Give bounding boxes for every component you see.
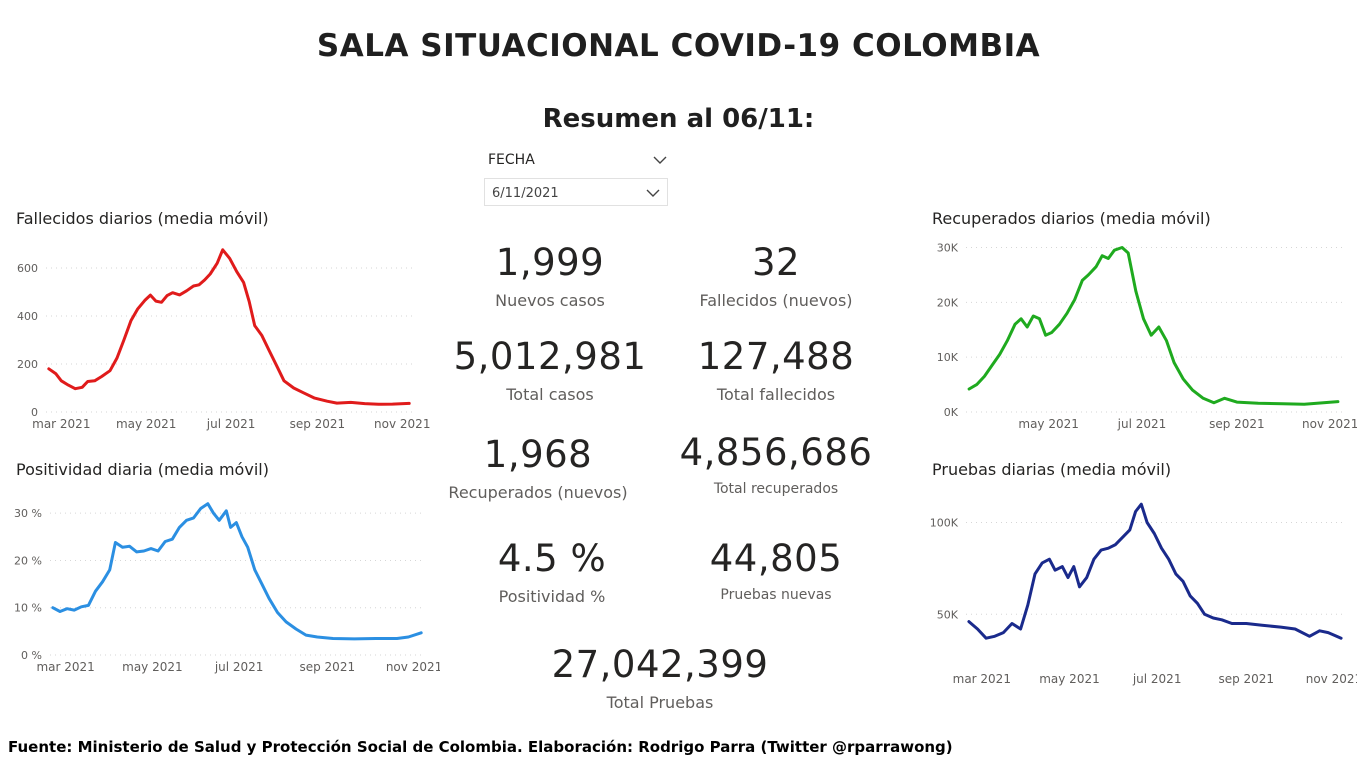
kpi-label: Total casos [506,385,594,404]
x-tick-label: nov 2021 [1306,672,1357,686]
x-tick-label: sep 2021 [1209,417,1265,431]
chart-title-positividad: Positividad diaria (media móvil) [16,460,269,479]
kpi-value: 127,488 [697,335,855,378]
x-tick-label: nov 2021 [386,660,440,674]
kpi-label: Positividad % [498,587,606,606]
y-tick-label: 600 [17,262,38,275]
y-tick-label: 0 [31,406,38,419]
kpi-label: Pruebas nuevas [720,587,832,603]
y-tick-label: 200 [17,358,38,371]
fecha-dropdown[interactable]: 6/11/2021 [484,178,668,206]
kpi-nuevos-casos: 1,999 Nuevos casos [440,244,660,310]
y-tick-label: 50K [937,608,959,621]
kpi-recuperados-nuevos: 1,968 Recuperados (nuevos) [428,436,648,502]
y-tick-label: 30 % [14,507,42,520]
kpi-label: Total recuperados [713,481,839,497]
fecha-filter-label: FECHA [488,152,535,168]
x-tick-label: nov 2021 [374,417,430,431]
x-tick-label: mar 2021 [36,660,94,674]
y-tick-label: 20K [937,296,959,309]
kpi-total-recuperados: 4,856,686 Total recuperados [656,434,896,497]
chart-title-fallecidos: Fallecidos diarios (media móvil) [16,209,269,228]
kpi-label: Recuperados (nuevos) [448,483,628,502]
y-tick-label: 0K [944,406,959,419]
series-line [51,502,423,641]
x-tick-label: jul 2021 [1117,417,1167,431]
source-footer: Fuente: Ministerio de Salud y Protección… [8,738,953,756]
x-tick-label: may 2021 [116,417,177,431]
x-tick-label: may 2021 [1039,672,1100,686]
x-tick-label: sep 2021 [1218,672,1274,686]
y-tick-label: 10 % [14,602,42,615]
kpi-value: 44,805 [709,537,843,580]
kpi-total-casos: 5,012,981 Total casos [440,338,660,404]
y-tick-label: 30K [937,241,959,254]
kpi-label: Fallecidos (nuevos) [699,291,853,310]
kpi-value: 1,968 [483,433,593,476]
series-line [47,248,411,406]
kpi-label: Total fallecidos [716,385,836,404]
series-line [967,502,1343,640]
chart-title-pruebas: Pruebas diarias (media móvil) [932,460,1172,479]
page-title: SALA SITUACIONAL COVID-19 COLOMBIA [316,28,1041,64]
fecha-dropdown-value: 6/11/2021 [492,186,559,201]
x-tick-label: nov 2021 [1302,417,1357,431]
positividad-chart: 0 % 10 % 20 % 30 % mar 2021 may 2021 jul 2021 s… [14,502,440,674]
x-tick-label: jul 2021 [206,417,256,431]
pruebas-chart: 50K 100K mar 2021 may 2021 jul 2021 sep 2021 n… [930,502,1357,686]
chevron-down-icon[interactable] [652,152,668,168]
kpi-value: 4,856,686 [679,431,873,474]
y-tick-label: 100K [930,517,959,530]
y-tick-label: 20 % [14,554,42,567]
x-tick-label: sep 2021 [290,417,346,431]
fallecidos-chart: 0 200 400 600 mar 2021 may 2021 jul 2021 sep 20… [17,248,430,431]
kpi-fallecidos-nuevos: 32 Fallecidos (nuevos) [666,244,886,310]
y-tick-label: 10K [937,351,959,364]
x-tick-label: mar 2021 [32,417,90,431]
kpi-total-pruebas: 27,042,399 Total Pruebas [500,646,820,712]
series-line [967,246,1340,406]
chevron-down-icon [646,189,660,197]
x-tick-label: sep 2021 [299,660,355,674]
kpi-value: 32 [751,241,801,284]
kpi-label: Nuevos casos [495,291,605,310]
x-tick-label: may 2021 [1018,417,1079,431]
x-tick-label: mar 2021 [953,672,1011,686]
kpi-value: 5,012,981 [453,335,647,378]
y-tick-label: 0 % [21,649,42,662]
summary-date-heading: Resumen al 06/11: [542,104,815,134]
x-tick-label: jul 2021 [1132,672,1182,686]
x-tick-label: jul 2021 [214,660,264,674]
kpi-label: Total Pruebas [606,693,714,712]
chart-title-recuperados: Recuperados diarios (media móvil) [932,209,1211,228]
kpi-value: 4.5 % [497,537,607,580]
kpi-value: 27,042,399 [551,643,769,686]
kpi-positividad: 4.5 % Positividad % [442,540,662,606]
kpi-pruebas-nuevas: 44,805 Pruebas nuevas [666,540,886,603]
kpi-total-fallecidos: 127,488 Total fallecidos [666,338,886,404]
recuperados-chart: 0K 10K 20K 30K may 2021 jul 2021 sep 2021 nov 2… [937,241,1357,431]
y-tick-label: 400 [17,310,38,323]
kpi-value: 1,999 [495,241,605,284]
x-tick-label: may 2021 [122,660,183,674]
